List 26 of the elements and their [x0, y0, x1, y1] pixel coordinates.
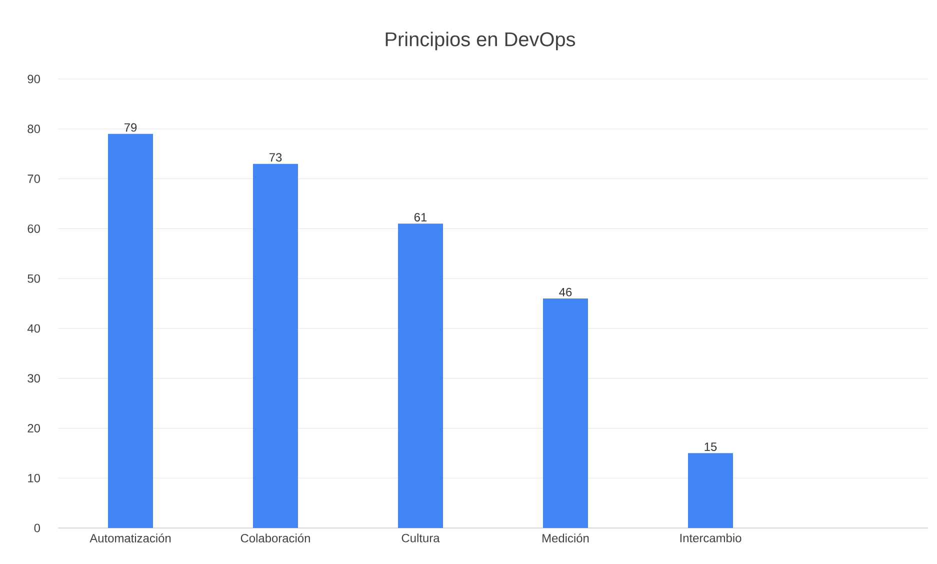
x-tick-label: Medición — [542, 534, 589, 542]
y-tick-label: 70 — [28, 174, 40, 184]
data-label: 61 — [414, 213, 427, 222]
y-tick-label: 80 — [28, 124, 40, 134]
data-label: 46 — [559, 288, 572, 296]
bar — [398, 224, 444, 528]
y-tick-label: 0 — [34, 524, 40, 532]
data-label: 73 — [269, 153, 282, 162]
y-tick-label: 50 — [28, 274, 40, 283]
y-tick-label: 10 — [28, 474, 40, 482]
y-tick-label: 30 — [28, 374, 40, 383]
y-tick-label: 60 — [28, 224, 40, 233]
y-tick-label: 90 — [28, 74, 40, 84]
bar — [253, 164, 298, 528]
x-tick-label: Automatización — [90, 534, 171, 542]
data-label: 79 — [124, 123, 137, 132]
bar — [108, 134, 153, 528]
x-tick-label: Cultura — [402, 534, 440, 542]
chart-title: Principios en DevOps — [386, 32, 576, 50]
data-label: 15 — [704, 442, 717, 451]
x-tick-label: Colaboración — [240, 534, 310, 542]
y-tick-label: 40 — [27, 324, 40, 333]
y-tick-label: 20 — [28, 424, 40, 432]
bar — [543, 298, 588, 528]
x-tick-label: Intercambio — [680, 534, 742, 542]
bar — [688, 453, 734, 528]
